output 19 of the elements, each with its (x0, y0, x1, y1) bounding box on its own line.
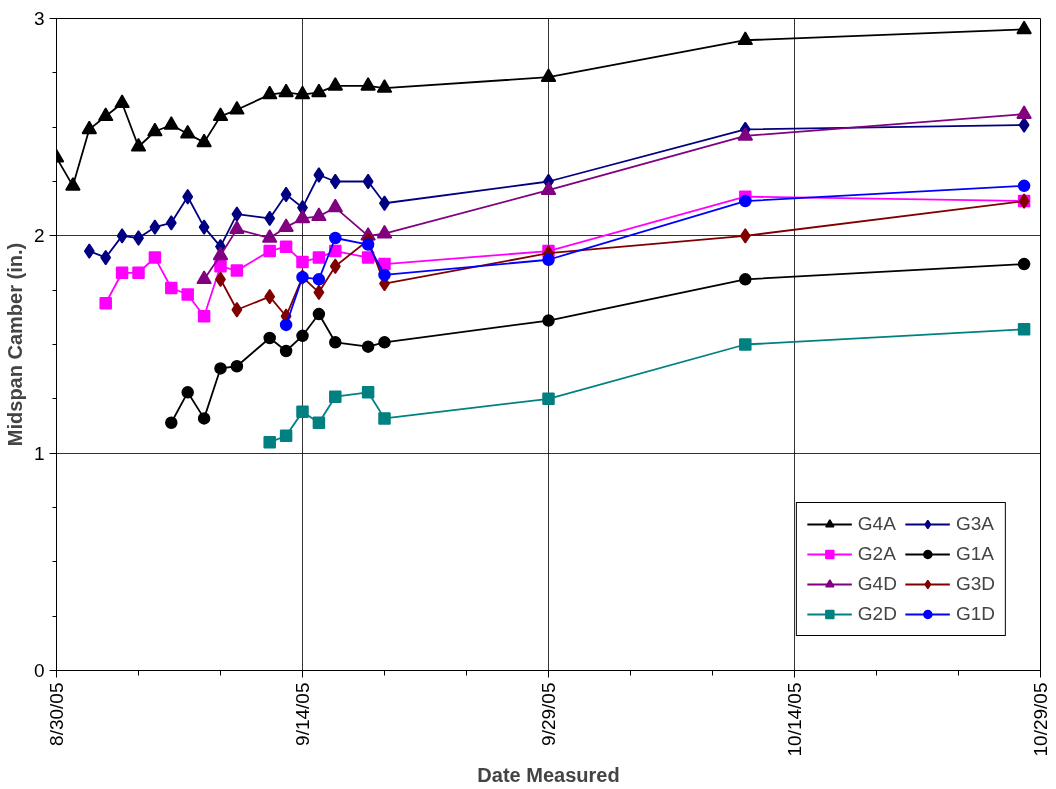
legend-label: G2D (857, 603, 897, 625)
x-tick-label: 9/14/05 (292, 682, 313, 746)
x-tick-label: 9/29/05 (538, 682, 559, 746)
y-tick-label: 1 (33, 442, 45, 464)
x-axis-title: Date Measured (477, 764, 620, 787)
x-tick-label: 8/30/05 (46, 682, 67, 746)
y-tick-label: 3 (33, 8, 45, 29)
y-tick-label: 0 (33, 660, 45, 681)
y-axis-title: Midspan Camber (in.) (3, 242, 26, 447)
legend-label: G3A (955, 513, 994, 535)
legend-label: G1D (955, 603, 995, 625)
legend-label: G4A (857, 513, 896, 535)
legend-label: G4D (857, 573, 897, 595)
y-tick-label: 2 (33, 225, 45, 247)
legend-label: G1A (955, 543, 994, 565)
x-tick-label: 10/14/05 (784, 682, 805, 757)
x-tick-label: 10/29/05 (1030, 682, 1051, 757)
legend-label: G2A (857, 543, 896, 565)
legend-label: G3D (955, 573, 995, 595)
